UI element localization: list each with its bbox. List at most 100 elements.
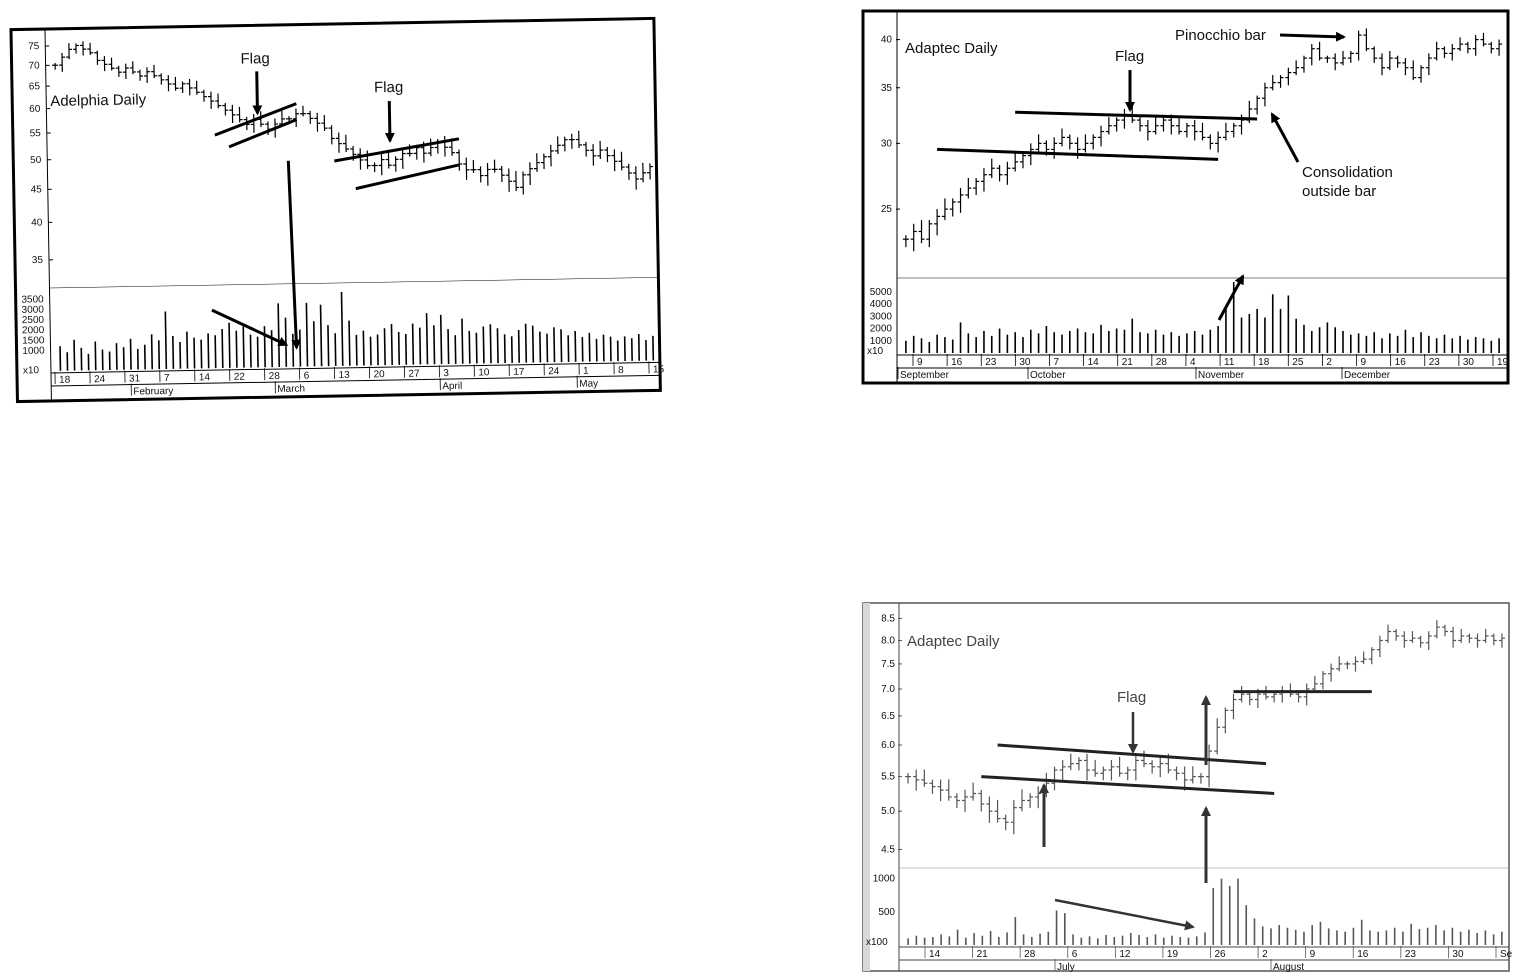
- y-tick-label: 40: [881, 35, 893, 46]
- x-tick-label: 30: [1452, 949, 1464, 960]
- y-tick-label: 35: [32, 255, 44, 266]
- price-bar: [632, 166, 640, 190]
- x-tick-label: 15: [653, 364, 665, 375]
- y-tick-label: 65: [29, 81, 41, 92]
- price-bar: [87, 42, 94, 55]
- price-bar: [937, 779, 944, 802]
- flag-1-label: Flag: [240, 50, 269, 68]
- chart-title: Adaptec Daily: [907, 633, 1000, 650]
- month-labels: February March April May: [130, 375, 598, 398]
- volume-tick-label: 3000: [22, 305, 45, 316]
- price-bar: [321, 114, 328, 132]
- x-tick-label: 16: [1395, 357, 1407, 368]
- x-tick-label: 19: [1497, 357, 1509, 368]
- price-bar: [1386, 50, 1393, 71]
- price-bar: [94, 50, 101, 65]
- price-bar: [1082, 134, 1089, 153]
- price-bar: [973, 178, 980, 196]
- price-bar: [371, 162, 378, 173]
- price-bar: [1425, 53, 1432, 76]
- price-bar: [1222, 122, 1229, 141]
- y-tick-label: 35: [881, 83, 893, 94]
- price-bar: [1490, 633, 1497, 646]
- price-bar: [307, 110, 314, 124]
- price-bar: [1402, 58, 1409, 76]
- price-bar: [1238, 685, 1245, 703]
- volume-bar: [531, 325, 535, 363]
- price-bar: [1149, 760, 1156, 774]
- volume-tick-label: 5000: [870, 287, 893, 298]
- price-bar: [1051, 137, 1058, 159]
- price-bar: [1035, 134, 1042, 153]
- x-tick-label: 14: [199, 372, 211, 383]
- price-bar: [165, 75, 172, 92]
- x-tick-label: 8: [618, 365, 624, 376]
- volume-bar: [482, 326, 485, 364]
- volume-bar: [383, 328, 386, 366]
- x-tick-label: 21: [1122, 357, 1134, 368]
- month-label: July: [1057, 962, 1075, 973]
- price-bar: [902, 235, 909, 248]
- volume-bar: [411, 323, 415, 365]
- price-bar: [335, 132, 342, 153]
- price-bar: [1394, 55, 1401, 68]
- x-tick-label: 3: [443, 368, 449, 379]
- price-bar: [910, 223, 917, 252]
- price-bar: [1261, 82, 1268, 107]
- price-bar: [463, 157, 470, 180]
- price-bar: [342, 134, 350, 153]
- price-bar: [59, 52, 66, 72]
- price-bar: [1075, 757, 1082, 771]
- flag-2-upper-line: [334, 137, 460, 163]
- x-tick-label: 14: [1088, 357, 1100, 368]
- price-bar: [647, 163, 653, 180]
- price-bar: [392, 156, 399, 172]
- price-bar: [1498, 633, 1505, 648]
- price-bar: [941, 198, 948, 221]
- y-tick-label: 50: [30, 155, 42, 166]
- price-bar: [1197, 773, 1204, 784]
- price-bar: [193, 80, 200, 95]
- x-tick-label: 18: [59, 375, 71, 386]
- price-bar: [1230, 693, 1237, 720]
- volume-tick-label: 1000: [870, 336, 893, 347]
- volume-bar: [369, 336, 372, 366]
- x-tick-label: 9: [1361, 357, 1367, 368]
- volume-bar: [305, 302, 309, 367]
- price-bar: [229, 104, 236, 124]
- volume-bar: [312, 321, 316, 367]
- price-bar: [1480, 32, 1487, 47]
- volume-bar: [376, 334, 379, 366]
- x-tick-label: 4: [1190, 357, 1196, 368]
- price-bar: [1092, 759, 1099, 777]
- price-bar: [1433, 620, 1440, 639]
- price-bar: [1144, 120, 1151, 141]
- volume-bar: [214, 335, 217, 369]
- price-bar: [1449, 44, 1456, 61]
- chart-frame: [861, 9, 1510, 385]
- price-bar: [1441, 624, 1448, 637]
- price-bar: [378, 153, 385, 176]
- price-bar: [1012, 152, 1019, 172]
- volume-bar: [418, 327, 422, 365]
- price-bars: [905, 620, 1505, 835]
- adaptec-chart-bottom: Adaptec Daily 8.5 8.0 7.5 7.0 6.5 6.0 5.5 5.0 4.…: [862, 602, 1513, 973]
- price-bar: [1215, 131, 1222, 153]
- price-bar: [1181, 766, 1188, 791]
- y-tick-label: 5.0: [881, 806, 895, 817]
- price-bar: [179, 81, 186, 94]
- volume-tick-label: 1000: [873, 874, 896, 885]
- x-tick-label: 16: [951, 357, 963, 368]
- price-bar: [1098, 125, 1105, 147]
- price-bar: [1140, 750, 1147, 767]
- volume-bar: [574, 331, 577, 362]
- volume-tick-labels: 1000 500: [873, 874, 896, 918]
- x-tick-label: 11: [1224, 357, 1235, 368]
- price-bar: [575, 130, 582, 149]
- volume-bars: [905, 282, 1500, 353]
- volume-bar: [468, 330, 471, 364]
- volume-bar: [433, 325, 436, 365]
- price-bar: [1214, 718, 1221, 755]
- x-tick-label: 12: [1119, 949, 1131, 960]
- price-bar: [1113, 117, 1120, 132]
